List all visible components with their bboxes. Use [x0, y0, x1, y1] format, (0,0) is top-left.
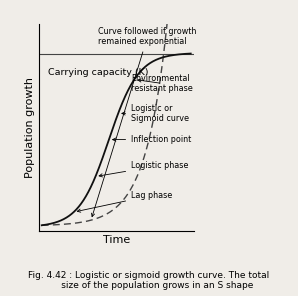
- Text: Logistic or
Sigmoid curve: Logistic or Sigmoid curve: [122, 104, 189, 123]
- Text: Lag phase: Lag phase: [77, 191, 172, 212]
- Text: Logistic phase: Logistic phase: [99, 161, 189, 177]
- Text: Inflection point: Inflection point: [113, 135, 191, 144]
- Text: Carrying capacity (K): Carrying capacity (K): [48, 68, 148, 77]
- Text: Curve followed if growth
remained exponential: Curve followed if growth remained expone…: [91, 27, 197, 217]
- X-axis label: Time: Time: [103, 235, 130, 245]
- Text: Fig. 4.42 : Logistic or sigmoid growth curve. The total
      size of the popula: Fig. 4.42 : Logistic or sigmoid growth c…: [28, 271, 270, 290]
- Text: Environmental
resistant phase: Environmental resistant phase: [131, 74, 193, 93]
- Y-axis label: Population growth: Population growth: [24, 77, 35, 178]
